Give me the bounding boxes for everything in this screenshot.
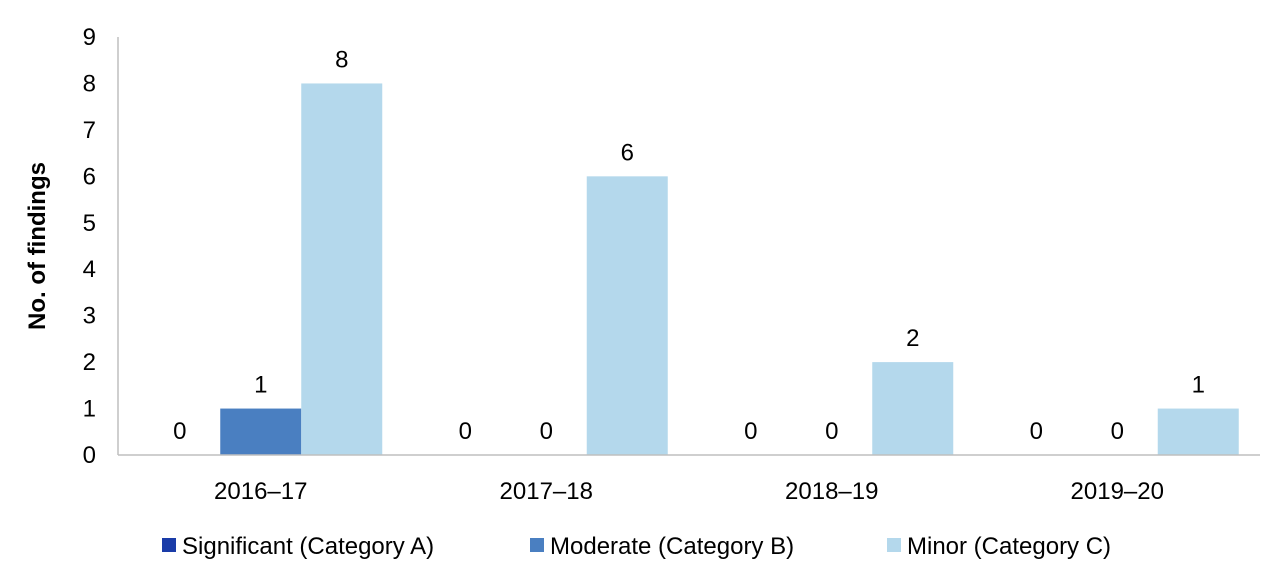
data-label: 0: [459, 418, 472, 445]
bar: [301, 83, 383, 455]
legend-item: Significant (Category A): [162, 533, 434, 560]
legend-swatch: [530, 538, 544, 552]
data-label: 0: [825, 418, 838, 445]
bar: [586, 176, 668, 456]
data-label: 1: [254, 372, 267, 399]
data-label: 2: [906, 325, 919, 352]
bar: [220, 408, 302, 455]
x-axis: 2016–17 2017–18 2018–19 2019–20: [118, 454, 1260, 505]
bar: [1157, 408, 1239, 455]
y-axis-title: No. of findings: [24, 162, 51, 330]
data-label: 6: [621, 139, 634, 166]
y-tick-label: 2: [83, 349, 96, 376]
data-labels: 0 1 8 0 0 6 0 0 2 0 0 1: [173, 46, 1205, 445]
data-label: 0: [540, 418, 553, 445]
y-tick-label: 1: [83, 396, 96, 423]
y-tick-label: 8: [83, 70, 96, 97]
x-tick-label: 2018–19: [785, 478, 878, 505]
y-tick-label: 6: [83, 163, 96, 190]
x-tick-label: 2019–20: [1071, 478, 1164, 505]
y-tick-label: 4: [83, 256, 96, 283]
legend-item: Minor (Category C): [887, 533, 1111, 560]
y-tick-label: 7: [83, 117, 96, 144]
y-tick-label: 9: [83, 24, 96, 51]
legend: Significant (Category A) Moderate (Catego…: [162, 533, 1111, 560]
bars: [220, 83, 1239, 456]
legend-label: Minor (Category C): [907, 533, 1111, 560]
data-label: 0: [1030, 418, 1043, 445]
data-label: 0: [1111, 418, 1124, 445]
legend-label: Significant (Category A): [182, 533, 434, 560]
data-label: 0: [173, 418, 186, 445]
x-tick-label: 2017–18: [500, 478, 593, 505]
data-label: 1: [1192, 372, 1205, 399]
y-axis: 0 1 2 3 4 5 6 7 8 9: [83, 24, 119, 469]
legend-swatch: [887, 538, 901, 552]
x-tick-label: 2016–17: [214, 478, 307, 505]
legend-item: Moderate (Category B): [530, 533, 794, 560]
y-tick-label: 0: [83, 442, 96, 469]
y-tick-label: 3: [83, 303, 96, 330]
legend-label: Moderate (Category B): [550, 533, 794, 560]
legend-swatch: [162, 538, 176, 552]
bar: [872, 362, 954, 455]
y-tick-label: 5: [83, 210, 96, 237]
data-label: 0: [744, 418, 757, 445]
data-label: 8: [335, 46, 348, 73]
